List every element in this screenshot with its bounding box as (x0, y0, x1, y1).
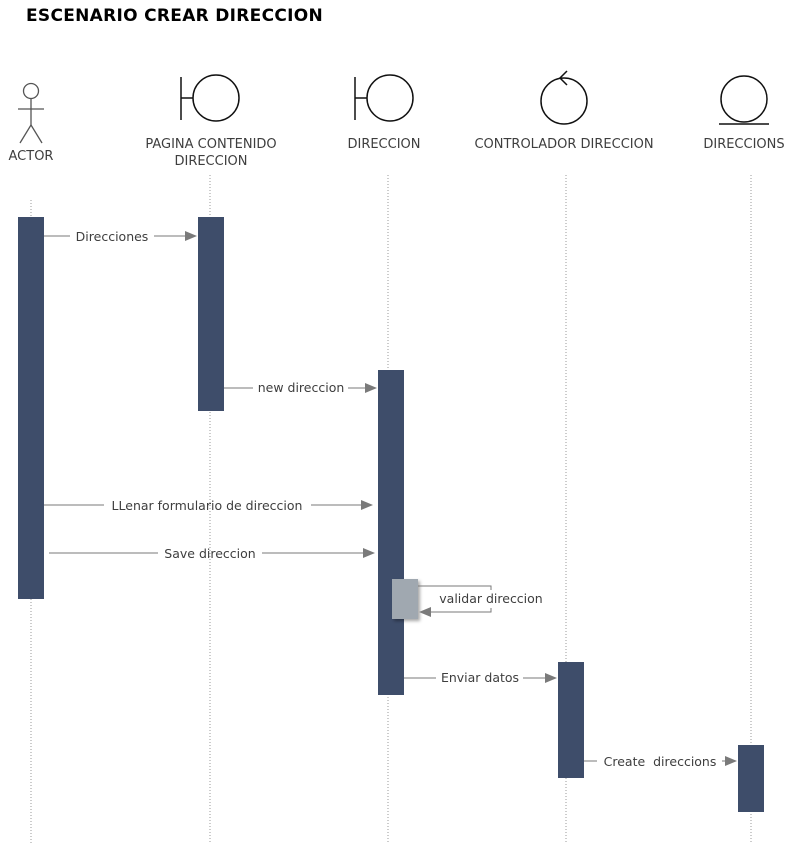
message-label: Create direccions (604, 754, 717, 769)
activation-bar-direccions (738, 745, 764, 812)
self-message-label-bg (434, 590, 548, 608)
diagram-title: ESCENARIO CREAR DIRECCION (26, 6, 324, 26)
activation-bar-actor (18, 217, 44, 599)
message-label: LLenar formulario de direccion (112, 498, 303, 513)
lifeline-label-controlador: CONTROLADOR DIRECCION (474, 137, 653, 152)
activation-bar-direccion (378, 370, 404, 695)
lifeline-label-direccions: DIRECCIONS (703, 137, 784, 152)
activation-bar-pagina (198, 217, 224, 411)
activation-bar-controlador (558, 662, 584, 778)
control-icon (540, 70, 588, 125)
message-label: Direcciones (76, 229, 149, 244)
message-label: new direccion (258, 380, 345, 395)
lifeline-label-actor: ACTOR (9, 149, 54, 164)
lifeline-label-pagina-line1: PAGINA CONTENIDO (145, 137, 276, 152)
message-label: Save direccion (164, 546, 255, 561)
activation-bar-self (392, 579, 418, 619)
actor-icon (18, 82, 44, 144)
lifeline-label-pagina-line2: DIRECCION (174, 154, 247, 169)
message-label: Enviar datos (441, 670, 519, 685)
entity-icon (719, 75, 769, 125)
boundary-icon (354, 74, 414, 122)
lifeline-label-direccion: DIRECCION (347, 137, 420, 152)
boundary-icon (180, 74, 240, 122)
message-label: validar direccion (439, 591, 542, 606)
